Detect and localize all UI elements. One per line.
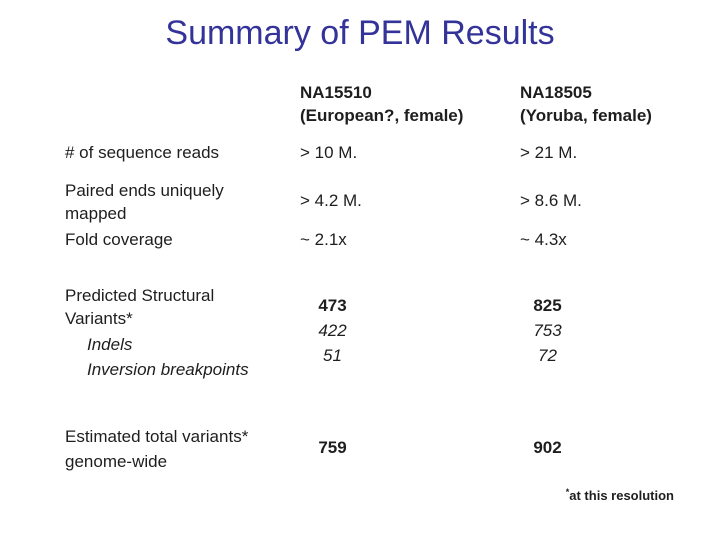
column-header-na18505: NA18505 (Yoruba, female)	[520, 81, 652, 127]
row-label-fold-coverage: Fold coverage	[65, 230, 173, 249]
value-na15510-sequence-reads: > 10 M.	[300, 143, 358, 162]
page-title: Summary of PEM Results	[165, 14, 555, 52]
row-label-paired-ends: Paired ends uniquely mapped	[65, 181, 224, 223]
row-label-sequence-reads: # of sequence reads	[65, 143, 220, 162]
footnote: *at this resolution	[400, 487, 674, 503]
value-na15510-inversion-breakpoints: 51	[323, 346, 342, 365]
value-na18505-fold-coverage: ~ 4.3x	[520, 230, 567, 249]
sample-id-na15510: NA15510	[300, 83, 372, 102]
value-na18505-inversion-breakpoints: 72	[538, 346, 557, 365]
row-label-predicted-variants: Predicted Structural Variants*	[65, 286, 215, 328]
value-na18505-sequence-reads: > 21 M.	[520, 143, 578, 162]
value-na18505-predicted-variants: 825	[533, 296, 562, 315]
population-label-na18505: (Yoruba, female)	[520, 106, 652, 125]
row-label-indels: Indels	[87, 335, 133, 354]
value-na15510-fold-coverage: ~ 2.1x	[300, 230, 347, 249]
value-na18505-indels: 753	[533, 321, 562, 340]
value-na15510-paired-ends: > 4.2 M.	[300, 191, 362, 210]
column-header-na15510: NA15510 (European?, female)	[300, 81, 463, 127]
value-na18505-paired-ends: > 8.6 M.	[520, 191, 582, 210]
sample-id-na18505: NA18505	[520, 83, 592, 102]
footnote-asterisk: *	[565, 487, 570, 497]
footnote-text: at this resolution	[569, 488, 674, 503]
population-label-na15510: (European?, female)	[300, 106, 464, 125]
value-na15510-estimated-total: 759	[318, 438, 347, 457]
row-label-estimated-total: Estimated total variants* genome-wide	[65, 427, 249, 471]
value-na15510-indels: 422	[318, 321, 347, 340]
value-na18505-estimated-total: 902	[533, 438, 562, 457]
value-na15510-predicted-variants: 473	[318, 296, 347, 315]
row-label-inversion-breakpoints: Inversion breakpoints	[87, 360, 249, 379]
